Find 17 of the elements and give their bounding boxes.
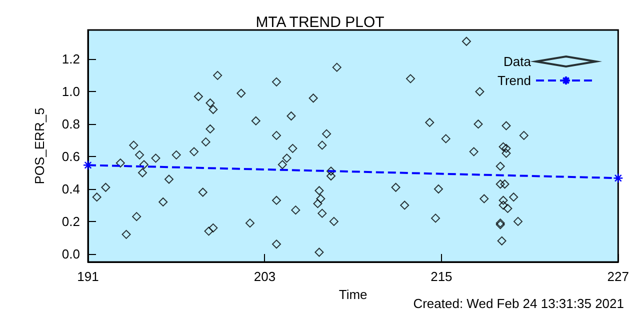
x-tick-label: 203 bbox=[254, 269, 276, 284]
y-axis-title: POS_ERR_5 bbox=[32, 108, 47, 184]
x-tick-label: 191 bbox=[77, 269, 99, 284]
y-tick-label: 0.0 bbox=[62, 246, 80, 262]
y-tick-label: 1.0 bbox=[62, 84, 80, 100]
text: Created: Wed Feb 24 13:31:35 2021 bbox=[413, 296, 624, 311]
y-tick-label: 0.2 bbox=[62, 214, 80, 229]
x-tick-label: 215 bbox=[430, 269, 452, 284]
x-tick-label: 227 bbox=[607, 269, 630, 284]
legend-label: Trend bbox=[498, 73, 531, 88]
legend-label: Data bbox=[504, 54, 532, 69]
y-tick-label: 0.8 bbox=[62, 116, 80, 132]
y-tick-label: 0.4 bbox=[62, 181, 80, 196]
chart-title: MTA TREND PLOT bbox=[256, 14, 384, 31]
x-axis-title: Time bbox=[338, 286, 368, 302]
y-tick-label: 0.6 bbox=[62, 149, 80, 164]
y-tick-label: 1.2 bbox=[62, 52, 80, 67]
